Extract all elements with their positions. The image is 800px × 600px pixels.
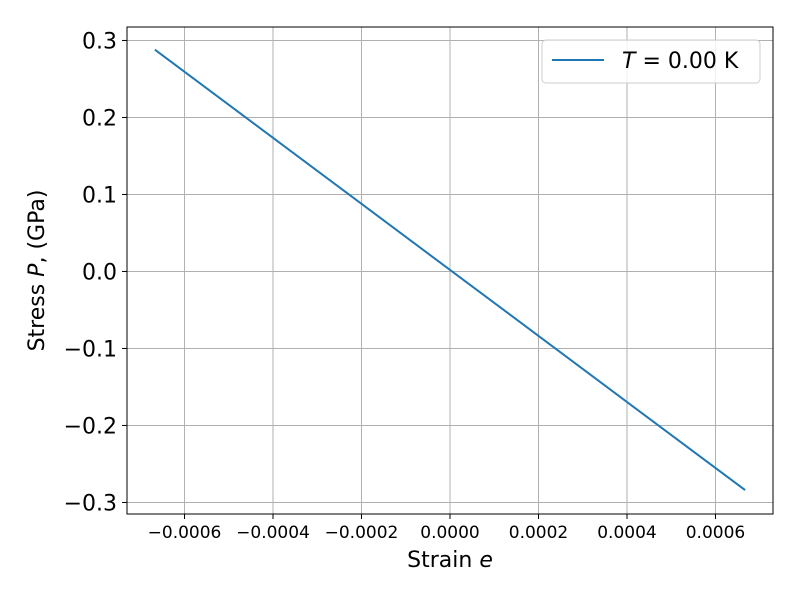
x-tick-label: −0.0002 [325, 523, 399, 543]
y-tick-label: −0.3 [64, 491, 117, 516]
y-axis-label-prefix: Stress [25, 277, 50, 352]
x-tick-label: 0.0000 [420, 523, 479, 543]
y-tick-label: −0.1 [64, 337, 117, 362]
x-tick-label: 0.0002 [509, 523, 568, 543]
y-axis-label-suffix: , (GPa) [25, 190, 50, 264]
x-axis-label-var: e [479, 548, 493, 573]
series-line [154, 48, 746, 491]
legend-entry-rest: = 0.00 K [635, 49, 738, 74]
legend-entry-var: T [622, 49, 637, 74]
y-tick-label: 0.3 [82, 29, 117, 54]
x-axis-label: Strain e [407, 548, 493, 573]
ticks: −0.0006 −0.0004 −0.0002 0.0000 0.0002 0.0004 0… [64, 29, 746, 543]
legend-box [541, 39, 761, 84]
legend: T = 0.00 K [541, 39, 761, 84]
x-tick-label: 0.0006 [686, 523, 745, 543]
series-layer [154, 48, 746, 491]
y-tick-label: −0.2 [64, 414, 117, 439]
legend-entry: T = 0.00 K [622, 49, 739, 74]
y-tick-label: 0.0 [82, 260, 117, 285]
y-axis-label-var: P [25, 263, 50, 277]
y-axis-label: Stress P, (GPa) [25, 190, 50, 352]
x-tick-label: 0.0004 [597, 523, 656, 543]
x-tick-label: −0.0006 [148, 523, 222, 543]
x-axis-label-text: Strain [407, 548, 479, 573]
y-tick-label: 0.2 [82, 106, 117, 131]
x-tick-label: −0.0004 [236, 523, 310, 543]
y-tick-label: 0.1 [82, 183, 117, 208]
